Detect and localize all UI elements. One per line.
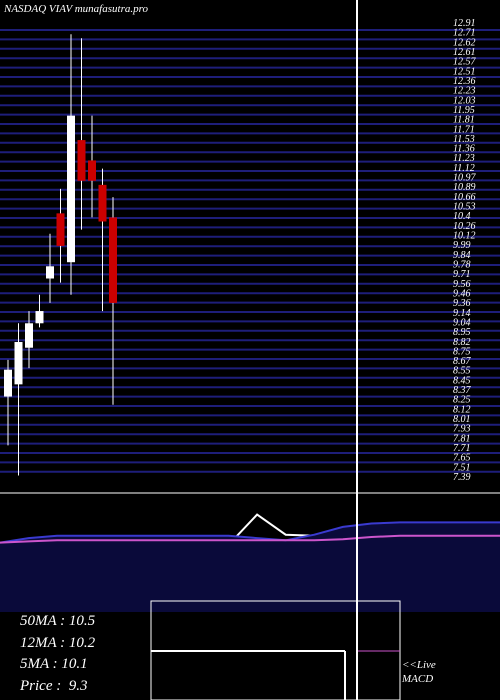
price-tick-label: 12.51 bbox=[453, 66, 476, 77]
macd-area bbox=[0, 522, 500, 612]
price-tick-label: 8.25 bbox=[453, 395, 471, 406]
candle-body bbox=[56, 213, 65, 246]
candle-body bbox=[109, 217, 117, 303]
price-tick-label: 8.55 bbox=[453, 366, 471, 377]
candles bbox=[4, 34, 117, 476]
price-tick-label: 10.66 bbox=[453, 192, 476, 203]
live-text: <<Live bbox=[402, 659, 436, 671]
price-tick-label: 11.95 bbox=[453, 105, 475, 116]
price-tick-label: 12.62 bbox=[453, 37, 476, 48]
price-label: Price bbox=[20, 677, 57, 694]
price-tick-label: 8.95 bbox=[453, 327, 471, 338]
ma-50-label: 50MA bbox=[20, 613, 57, 629]
price-tick-label: 10.89 bbox=[453, 182, 476, 193]
price-tick-label: 8.45 bbox=[453, 375, 471, 386]
candle-body bbox=[14, 342, 23, 385]
candle-body bbox=[46, 266, 54, 279]
ma-5-value: 10.1 bbox=[61, 656, 88, 672]
ma-12-row: 12MA : 10.2 bbox=[20, 634, 96, 651]
price-tick-label: 8.12 bbox=[453, 404, 471, 415]
price-tick-label: 9.46 bbox=[453, 288, 471, 299]
price-tick-label: 12.23 bbox=[453, 86, 476, 97]
price-tick-label: 9.36 bbox=[453, 298, 471, 309]
price-grid bbox=[0, 29, 500, 473]
price-tick-label: 11.36 bbox=[453, 144, 475, 155]
ma-12-value: 10.2 bbox=[68, 634, 96, 651]
macd-live-label: <<Live MACD bbox=[402, 658, 436, 686]
price-tick-label: 11.81 bbox=[453, 115, 475, 126]
price-tick-label: 7.65 bbox=[453, 453, 471, 464]
candle-body bbox=[77, 140, 86, 181]
price-tick-label: 8.82 bbox=[453, 337, 471, 348]
price-tick-label: 12.91 bbox=[453, 18, 476, 29]
ma-5-label: 5MA bbox=[20, 656, 49, 672]
candle-body bbox=[98, 184, 107, 222]
price-tick-label: 9.78 bbox=[453, 259, 471, 270]
price-tick-label: 7.71 bbox=[453, 443, 471, 454]
price-tick-label: 7.93 bbox=[453, 424, 471, 435]
ma-50-value: 10.5 bbox=[68, 613, 96, 629]
price-tick-label: 10.26 bbox=[453, 221, 476, 232]
price-tick-label: 10.53 bbox=[453, 202, 476, 213]
chart-title: NASDAQ VIAV munafasutra.pro bbox=[4, 3, 148, 15]
ma-5-row: 5MA : 10.1 bbox=[20, 656, 88, 672]
price-tick-label: 9.56 bbox=[453, 279, 471, 290]
price-tick-label: 8.67 bbox=[453, 356, 472, 367]
price-tick-label: 11.71 bbox=[453, 124, 475, 135]
ma-12-label: 12MA bbox=[20, 634, 57, 651]
ma-readout: 50MA : 10.5 12MA : 10.2 5MA : 10.1 Price… bbox=[20, 611, 95, 697]
price-tick-label: 12.36 bbox=[453, 76, 476, 87]
macd-text: MACD bbox=[402, 673, 434, 685]
price-tick-label: 10.12 bbox=[453, 231, 476, 242]
candle-body bbox=[67, 115, 75, 263]
price-tick-label: 12.57 bbox=[453, 57, 477, 68]
price-tick-label: 8.01 bbox=[453, 414, 471, 425]
price-tick-label: 7.81 bbox=[453, 433, 471, 444]
price-tick-label: 7.51 bbox=[453, 462, 471, 473]
price-tick-label: 9.71 bbox=[453, 269, 471, 280]
price-tick-label: 10.4 bbox=[453, 211, 471, 222]
price-tick-label: 12.61 bbox=[453, 47, 476, 58]
ma-50-row: 50MA : 10.5 bbox=[20, 613, 96, 629]
candle-body bbox=[25, 323, 33, 348]
price-tick-label: 10.97 bbox=[453, 173, 477, 184]
price-tick-label: 11.12 bbox=[453, 163, 475, 174]
price-tick-label: 8.37 bbox=[453, 385, 472, 396]
price-tick-label: 9.04 bbox=[453, 317, 471, 328]
price-tick-label: 11.23 bbox=[453, 153, 475, 164]
price-row: Price : 9.3 bbox=[20, 677, 88, 694]
price-tick-label: 9.14 bbox=[453, 308, 471, 319]
price-ticks: 12.9112.7112.6212.6112.5712.5112.3612.23… bbox=[453, 18, 477, 483]
price-tick-label: 11.53 bbox=[453, 134, 475, 145]
price-tick-label: 7.39 bbox=[453, 472, 471, 483]
candle-body bbox=[4, 369, 12, 397]
price-tick-label: 12.71 bbox=[453, 28, 476, 39]
price-tick-label: 9.99 bbox=[453, 240, 471, 251]
candle-body bbox=[88, 160, 96, 181]
price-tick-label: 12.03 bbox=[453, 95, 476, 106]
candle-body bbox=[35, 311, 44, 324]
price-value: 9.3 bbox=[68, 677, 88, 694]
price-tick-label: 8.75 bbox=[453, 346, 471, 357]
price-tick-label: 9.84 bbox=[453, 250, 471, 261]
